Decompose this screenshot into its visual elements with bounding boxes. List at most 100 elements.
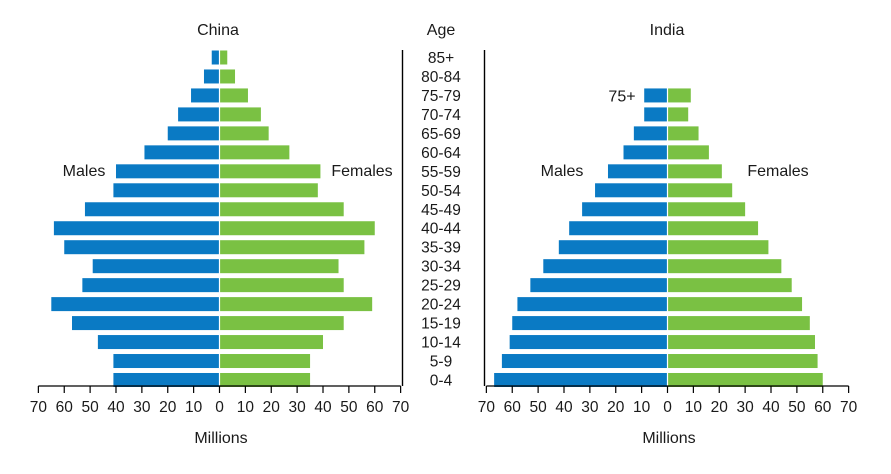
china-female-bar: [219, 88, 248, 103]
china-male-bar: [64, 240, 220, 255]
india-male-bar: [595, 183, 668, 198]
india-x-tick-label: 50: [529, 399, 547, 416]
china-pyramid: 70 60 50 40 30 20 10 0 10 20 30 40 50 60 70 Males Female…: [30, 49, 410, 416]
china-female-bar: [219, 316, 344, 331]
india-male-bar: [633, 126, 668, 141]
china-x-tick-label: 10: [185, 399, 203, 416]
india-female-bar: [667, 202, 746, 217]
china-male-bar: [203, 69, 220, 84]
india-male-bar: [501, 354, 668, 369]
china-x-tick-label: 0: [215, 399, 224, 416]
china-male-bar: [115, 164, 220, 179]
china-male-bar: [167, 126, 220, 141]
china-male-bar: [84, 202, 220, 217]
india-male-bar: [517, 297, 668, 312]
india-x-tick-label: 70: [840, 399, 858, 416]
india-pyramid: 70 60 50 40 30 20 10 0 10 20 30 40 50 60 70 Males Female…: [478, 87, 858, 416]
india-male-bar: [644, 107, 668, 122]
china-x-tick-label: 70: [30, 399, 48, 416]
india-x-tick-label: 30: [581, 399, 599, 416]
india-x-tick-label: 60: [504, 399, 522, 416]
age-group-label: 25-29: [421, 278, 461, 295]
china-female-bar: [219, 202, 344, 217]
age-group-label: 40-44: [421, 221, 461, 238]
india-x-tick-label: 40: [555, 399, 573, 416]
china-x-tick-label: 30: [133, 399, 151, 416]
india-male-bar: [543, 259, 668, 274]
india-female-bar: [667, 126, 699, 141]
china-female-bar: [219, 354, 311, 369]
china-x-tick-label: 70: [392, 399, 410, 416]
india-male-bar: [623, 145, 668, 160]
china-female-bar: [219, 145, 290, 160]
india-female-bar: [667, 107, 689, 122]
china-x-tick-label: 40: [314, 399, 332, 416]
india-female-bar: [667, 259, 782, 274]
india-female-bar: [667, 145, 709, 160]
india-female-bar: [667, 354, 818, 369]
china-female-bar: [219, 126, 269, 141]
india-female-bar: [667, 164, 722, 179]
china-male-bar: [82, 278, 220, 293]
india-x-tick-label: 20: [607, 399, 625, 416]
india-males-annotation: Males: [541, 163, 584, 180]
china-x-tick-label: 60: [56, 399, 74, 416]
age-group-label: 75-79: [421, 88, 461, 105]
china-x-tick-label: 10: [237, 399, 255, 416]
china-chart-title: China: [197, 22, 239, 39]
india-female-bar: [667, 183, 733, 198]
china-male-bar: [113, 183, 220, 198]
china-male-bar: [113, 372, 220, 387]
china-male-bar: [191, 88, 220, 103]
china-male-bar: [72, 316, 220, 331]
china-male-bar: [51, 297, 220, 312]
india-female-bar: [667, 221, 759, 236]
china-female-bar: [219, 278, 344, 293]
age-header: Age: [427, 22, 456, 39]
india-male-bar: [582, 202, 668, 217]
age-group-label: 60-64: [421, 145, 461, 162]
china-x-tick-label: 20: [263, 399, 281, 416]
age-group-label: 45-49: [421, 202, 461, 219]
china-female-bar: [219, 372, 311, 387]
india-male-bar: [644, 88, 668, 103]
china-female-bar: [219, 297, 373, 312]
china-males-annotation: Males: [63, 163, 106, 180]
age-group-label: 65-69: [421, 126, 461, 143]
age-group-label: 20-24: [421, 297, 461, 314]
india-female-bar: [667, 240, 769, 255]
china-female-bar: [219, 183, 318, 198]
india-female-bar: [667, 278, 792, 293]
china-female-bar: [219, 335, 324, 350]
china-female-bar: [219, 164, 321, 179]
india-male-bar: [509, 335, 668, 350]
china-females-annotation: Females: [331, 163, 392, 180]
india-male-bar: [558, 240, 668, 255]
india-x-tick-label: 0: [663, 399, 672, 416]
india-x-tick-label: 40: [762, 399, 780, 416]
china-male-bar: [178, 107, 220, 122]
india-female-bar: [667, 316, 810, 331]
china-x-tick-label: 60: [366, 399, 384, 416]
age-group-label: 55-59: [421, 164, 461, 181]
india-male-bar: [607, 164, 668, 179]
age-group-label: 85+: [428, 50, 454, 67]
india-females-annotation: Females: [747, 163, 808, 180]
age-group-label: 35-39: [421, 240, 461, 257]
india-male-bar: [530, 278, 668, 293]
age-group-label: 30-34: [421, 259, 461, 276]
china-male-bar: [211, 50, 220, 65]
age-group-label: 50-54: [421, 183, 461, 200]
age-group-label: 70-74: [421, 107, 461, 124]
india-x-tick-label: 10: [633, 399, 651, 416]
china-male-bar: [92, 259, 220, 274]
india-x-tick-label: 70: [478, 399, 496, 416]
age-group-label: 0-4: [430, 372, 453, 389]
china-female-bar: [219, 259, 339, 274]
india-male-bar: [569, 221, 668, 236]
age-group-label: 15-19: [421, 316, 461, 333]
age-group-label: 5-9: [430, 354, 452, 371]
china-male-bar: [97, 335, 220, 350]
